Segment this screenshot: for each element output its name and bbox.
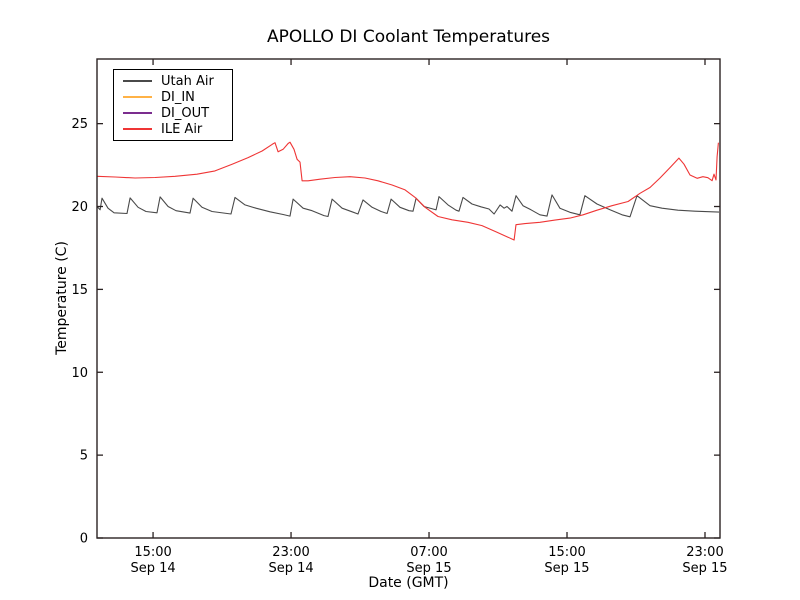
legend-entry-ile-air: ILE Air [123,122,228,136]
legend-line-sample [123,80,152,82]
legend-label: DI_OUT [161,105,210,121]
x-tick-label-date: Sep 15 [406,561,451,576]
legend-label: Utah Air [161,73,214,89]
x-tick-label-date: Sep 14 [268,561,313,576]
y-tick-label: 10 [71,366,88,381]
series-line-ile-air [96,141,719,241]
x-tick-label-time: 15:00 [548,545,585,560]
x-axis-label: Date (GMT) [368,575,449,591]
x-tick-label-time: 23:00 [686,545,723,560]
y-tick-label: 5 [80,449,88,464]
legend-label: ILE Air [161,121,203,137]
series-line-utah-air [96,194,720,218]
y-axis-label: Temperature (C) [54,241,70,355]
y-tick-label: 15 [71,283,88,298]
y-tick-label: 20 [71,200,88,215]
legend-entry-di-out: DI_OUT [123,106,228,120]
x-tick-label-date: Sep 14 [130,561,175,576]
x-tick-label-time: 15:00 [134,545,171,560]
x-tick-label-date: Sep 15 [544,561,589,576]
x-tick-label-time: 23:00 [272,545,309,560]
y-tick-label: 0 [80,532,88,547]
legend-line-sample [123,112,152,114]
x-tick-label-date: Sep 15 [682,561,727,576]
x-tick-label-time: 07:00 [410,545,447,560]
chart-title: APOLLO DI Coolant Temperatures [266,27,551,47]
y-tick-label: 25 [71,117,88,132]
legend: Utah Air DI_IN DI_OUT ILE Air [113,69,233,141]
legend-entry-di-in: DI_IN [123,90,228,104]
legend-label: DI_IN [161,89,195,105]
legend-line-sample [123,96,152,98]
legend-entry-utah-air: Utah Air [123,74,228,88]
legend-line-sample [123,128,152,130]
axes-frame [96,58,721,539]
